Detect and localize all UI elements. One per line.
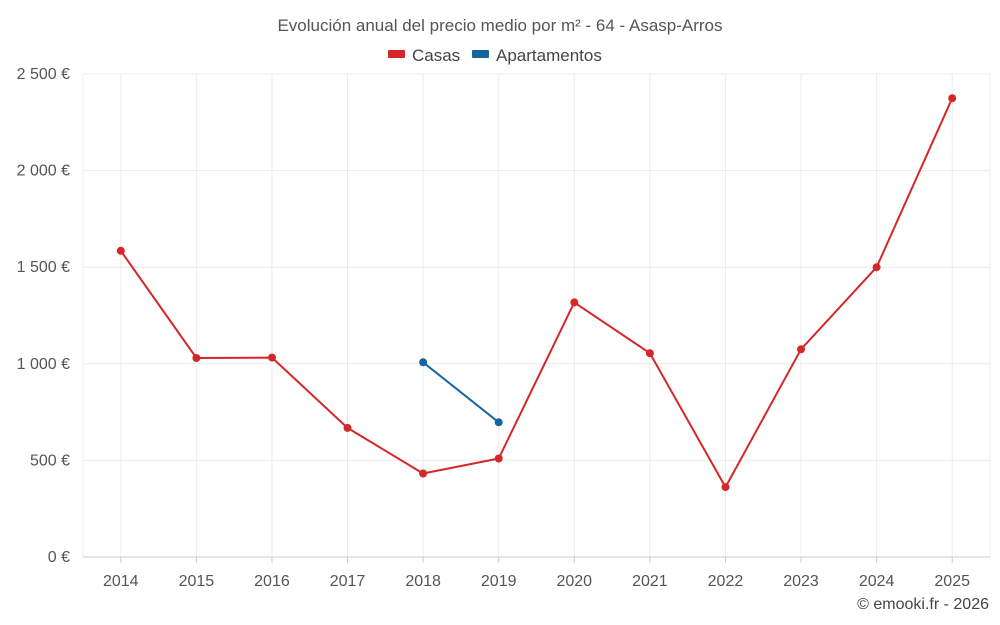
x-tick-label: 2024 [859,573,895,590]
credit-text: © emooki.fr - 2026 [857,596,989,613]
x-tick-label: 2023 [783,573,819,590]
data-point-casas-2021[interactable] [645,349,654,358]
legend-label-apartamentos: Apartamentos [496,46,602,65]
y-tick-label: 1 000 € [17,356,70,373]
x-tick-label: 2018 [405,573,441,590]
data-point-casas-2025[interactable] [948,94,957,103]
data-point-casas-2016[interactable] [268,353,276,362]
chart-title: Evolución anual del precio medio por m² … [277,16,722,35]
series [116,94,957,492]
data-point-casas-2020[interactable] [570,298,579,307]
grid [82,73,991,557]
legend-swatch-apartamentos [472,50,489,58]
x-tick-label: 2020 [556,573,592,590]
x-tick-label: 2025 [934,573,970,590]
data-point-apartamentos-2019[interactable] [494,418,503,427]
axes: 0 € 500 € 1 000 € 1 500 € 2 000 € 2 500 € 2014… [17,66,990,590]
data-point-casas-2019[interactable] [494,454,503,463]
legend: Casas Apartamentos [388,46,602,65]
legend-swatch-casas [388,50,405,58]
x-tick-label: 2015 [179,573,215,590]
series-line-casas [119,97,954,489]
y-tick-label: 2 500 € [17,66,70,83]
data-point-casas-2024[interactable] [872,263,881,272]
series-line-apartamentos [422,361,500,424]
data-point-casas-2015[interactable] [192,354,201,362]
y-tick-label: 0 € [48,549,70,566]
x-tick-label: 2016 [254,573,290,590]
data-point-casas-2017[interactable] [343,423,352,432]
data-point-casas-2023[interactable] [797,345,805,354]
data-point-apartamentos-2018[interactable] [419,358,428,367]
y-tick-label: 1 500 € [17,259,70,276]
x-tick-label: 2017 [330,573,366,590]
data-point-casas-2018[interactable] [419,469,428,478]
data-point-casas-2014[interactable] [116,246,125,255]
x-tick-label: 2019 [481,573,517,590]
x-tick-label: 2022 [708,573,744,590]
legend-label-casas: Casas [412,46,460,65]
y-tick-label: 500 € [30,452,70,469]
x-tick-label: 2014 [103,573,139,590]
y-tick-label: 2 000 € [17,163,70,180]
x-tick-label: 2021 [632,573,668,590]
legend-item-casas[interactable]: Casas [388,46,460,65]
data-point-casas-2022[interactable] [721,483,730,492]
legend-item-apartamentos[interactable]: Apartamentos [472,46,602,65]
